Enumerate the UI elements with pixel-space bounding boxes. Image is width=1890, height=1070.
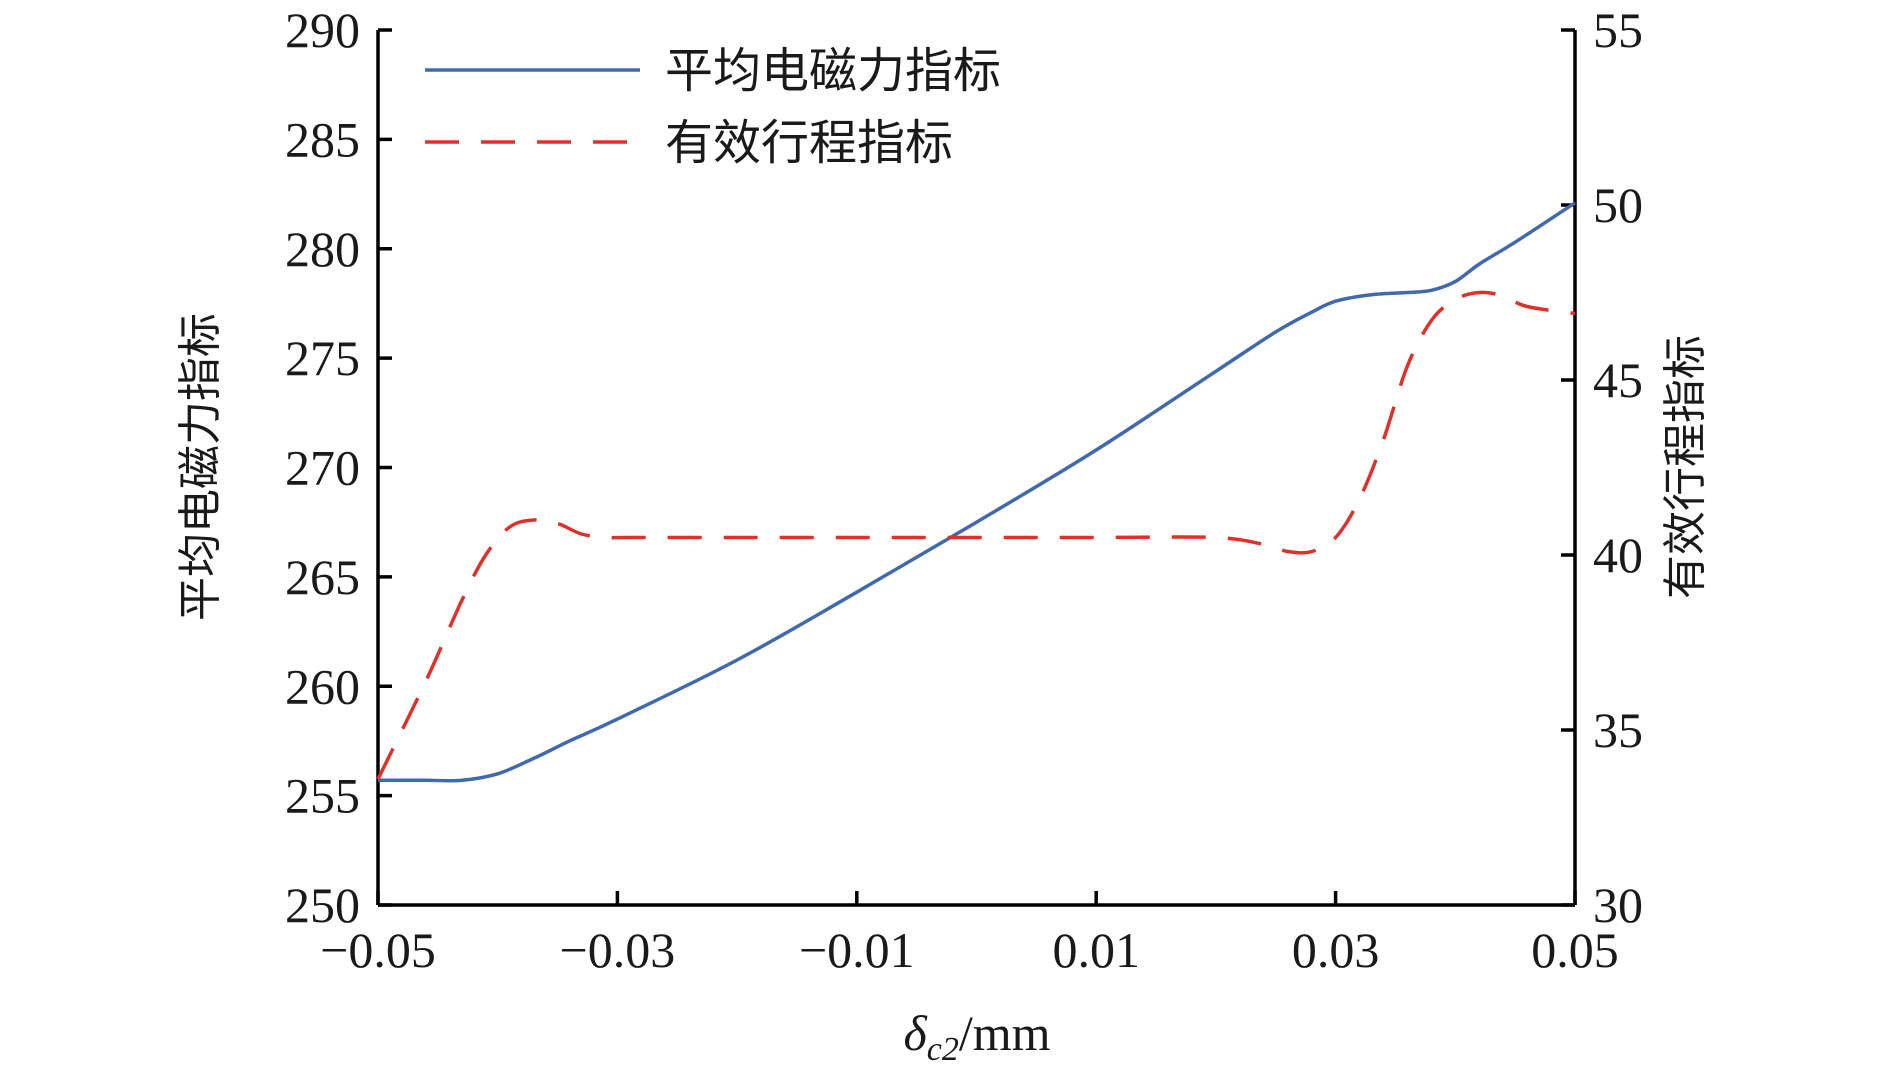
left-y-tick-label: 260	[285, 658, 360, 714]
x-axis-ticks: −0.05 −0.03 −0.01 0.01 0.03 0.05	[320, 891, 1619, 978]
series-layer	[376, 201, 1576, 783]
left-y-tick-label: 270	[285, 440, 360, 496]
left-y-tick-label: 265	[285, 549, 360, 605]
left-y-axis-title: 平均电磁力指标	[175, 313, 226, 621]
right-y-tick-label: 40	[1593, 527, 1643, 583]
left-y-tick-label: 250	[285, 877, 360, 933]
right-y-axis-title: 有效行程指标	[1660, 335, 1711, 599]
x-tick-label: −0.05	[320, 922, 436, 978]
right-y-axis-ticks: 30 35 40 45 50 55	[1561, 2, 1643, 933]
left-y-tick-label: 280	[285, 221, 360, 277]
right-y-tick-label: 35	[1593, 702, 1643, 758]
x-axis-title: δc2/mm	[903, 1005, 1050, 1068]
x-axis-title-subscript: c2	[927, 1031, 959, 1068]
series-line-electromagnetic-force	[378, 201, 1576, 783]
x-axis-title-symbol: δ	[903, 1005, 927, 1061]
right-y-tick-label: 30	[1593, 877, 1643, 933]
x-tick-label: −0.03	[560, 922, 676, 978]
right-y-tick-label: 45	[1593, 352, 1643, 408]
x-tick-label: 0.03	[1292, 922, 1380, 978]
right-y-tick-label: 55	[1593, 2, 1643, 58]
x-tick-label: −0.01	[799, 922, 915, 978]
left-y-tick-label: 275	[285, 330, 360, 386]
legend: 平均电磁力指标 有效行程指标	[425, 43, 1001, 171]
plot-area: −0.05 −0.03 −0.01 0.01 0.03 0.05 250 255 260 265…	[175, 2, 1711, 1068]
left-y-tick-label: 290	[285, 2, 360, 58]
left-y-axis-ticks: 250 255 260 265 270 275 280 285 290	[285, 2, 392, 933]
x-tick-label: 0.01	[1052, 922, 1140, 978]
legend-label-effective-stroke: 有效行程指标	[665, 115, 953, 171]
legend-label-electromagnetic-force: 平均电磁力指标	[665, 43, 1001, 99]
left-y-tick-label: 255	[285, 768, 360, 824]
series-line-effective-stroke	[376, 290, 1576, 780]
left-y-tick-label: 285	[285, 111, 360, 167]
x-axis-title-unit: /mm	[959, 1005, 1051, 1061]
right-y-tick-label: 50	[1593, 177, 1643, 233]
x-tick-label: 0.05	[1531, 922, 1619, 978]
